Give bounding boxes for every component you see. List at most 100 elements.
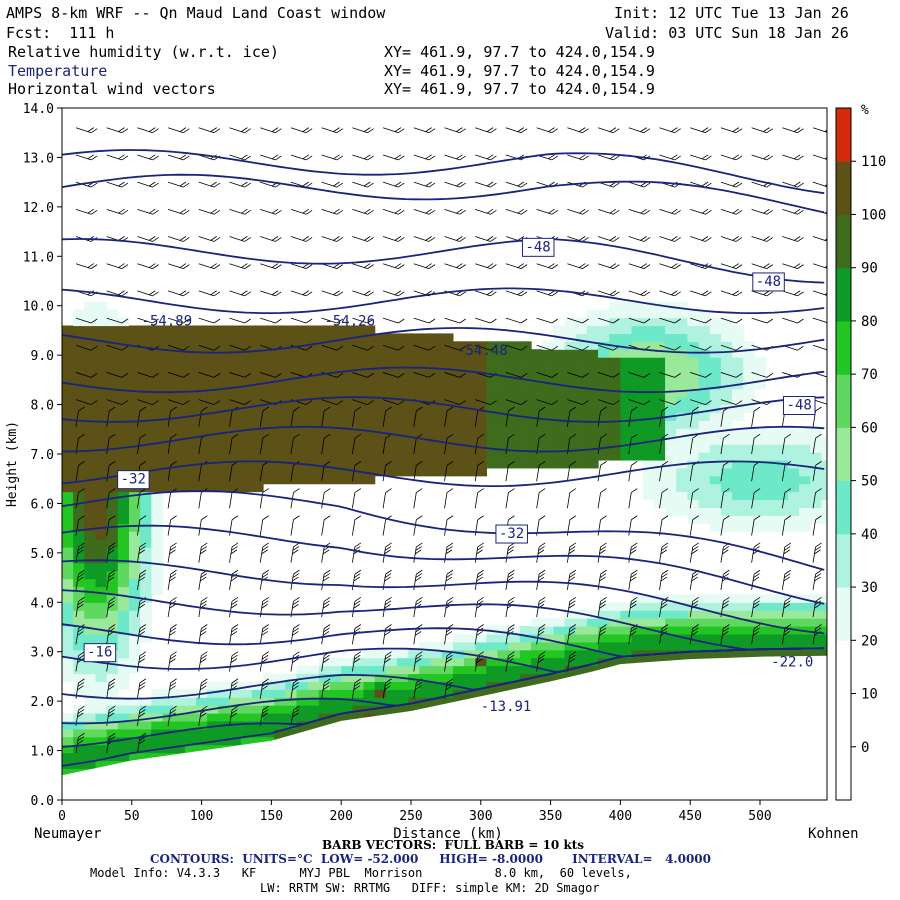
wind-barb-feather xyxy=(170,515,177,521)
wind-barb-feather xyxy=(520,128,528,134)
rh-cell xyxy=(776,602,789,611)
rh-cell xyxy=(564,420,577,429)
rh-cell xyxy=(229,325,242,334)
rh-cell xyxy=(151,452,164,461)
rh-cell xyxy=(709,341,722,350)
rh-cell xyxy=(330,459,342,469)
rh-cell xyxy=(330,357,342,366)
wind-barb-feather xyxy=(643,237,651,242)
rh-cell xyxy=(464,452,476,461)
rh-cell xyxy=(497,673,510,682)
rh-cell xyxy=(464,380,476,390)
colorbar-tick-label: 20 xyxy=(861,633,878,649)
rh-cell xyxy=(117,736,130,746)
rh-cell xyxy=(620,602,633,611)
rh-cell xyxy=(84,744,97,754)
wind-barb-feather xyxy=(384,658,391,663)
rh-cell xyxy=(765,459,778,469)
rh-cell xyxy=(162,349,175,358)
wind-barb-feather xyxy=(551,264,559,269)
wind-barb-staff xyxy=(628,263,645,270)
rh-cell xyxy=(810,618,823,627)
wind-barb xyxy=(536,542,546,563)
wind-barb-feather xyxy=(323,678,331,684)
rh-cell xyxy=(765,452,778,461)
wind-barb-feather xyxy=(292,600,300,606)
rh-cell xyxy=(330,396,342,406)
rh-cell xyxy=(285,333,298,342)
rh-cell xyxy=(318,467,331,477)
wind-barb-feather xyxy=(815,569,822,575)
wind-barb-staff xyxy=(505,290,522,297)
rh-cell xyxy=(464,372,476,382)
rh-cell xyxy=(799,499,811,508)
rh-cell xyxy=(129,333,141,342)
rh-cell xyxy=(464,436,476,445)
wind-barb-feather xyxy=(183,182,190,188)
rh-cell xyxy=(787,523,800,532)
colorbar-tick-label: 40 xyxy=(861,527,878,543)
wind-barb-staff xyxy=(75,344,92,351)
rh-cell xyxy=(117,594,130,603)
wind-barb-feather xyxy=(118,127,125,132)
rh-cell xyxy=(95,325,108,334)
wind-barb-feather xyxy=(793,263,801,268)
wind-barb xyxy=(505,596,515,618)
rh-cell xyxy=(497,459,510,469)
rh-cell xyxy=(341,665,353,675)
wind-barb-feather xyxy=(828,401,834,405)
rh-cell xyxy=(240,365,253,374)
rh-cell xyxy=(341,436,353,445)
rh-cell xyxy=(564,444,577,453)
wind-barb-staff xyxy=(751,465,755,482)
wind-barb xyxy=(475,290,497,297)
rh-cell xyxy=(553,372,566,382)
wind-barb-feather xyxy=(631,433,638,439)
rh-cell xyxy=(196,475,208,485)
rh-cell xyxy=(318,372,331,382)
wind-barb-feather xyxy=(548,181,555,187)
rh-cell xyxy=(184,475,197,485)
rh-cell xyxy=(296,412,309,421)
rh-cell xyxy=(397,452,409,461)
wind-barb xyxy=(106,372,129,378)
rh-cell xyxy=(151,491,164,501)
wind-barb-feather xyxy=(183,128,190,134)
rh-cell xyxy=(106,665,119,675)
rh-cell xyxy=(665,602,677,611)
wind-barb xyxy=(812,127,827,133)
rh-cell xyxy=(218,333,231,342)
rh-cell xyxy=(620,444,633,453)
rh-cell xyxy=(631,436,644,445)
wind-barb xyxy=(413,488,423,509)
wind-barb-feather xyxy=(354,461,362,466)
rh-cell xyxy=(609,618,621,627)
wind-barb-feather xyxy=(674,318,681,324)
wind-barb-feather xyxy=(425,236,432,241)
wind-barb xyxy=(505,542,515,563)
wind-barb-staff xyxy=(352,208,368,215)
rh-cell xyxy=(240,681,253,690)
wind-barb-staff xyxy=(413,181,430,188)
rh-cell xyxy=(486,420,499,429)
rh-cell xyxy=(754,594,767,603)
rh-cell xyxy=(765,602,778,611)
wind-barb xyxy=(259,515,269,536)
rh-cell xyxy=(698,459,711,469)
rh-cell xyxy=(73,357,85,366)
rh-cell xyxy=(464,689,476,698)
wind-barb xyxy=(260,154,282,161)
wind-barb xyxy=(198,236,221,242)
wind-barb xyxy=(536,127,559,134)
rh-cell xyxy=(397,657,409,667)
wind-barb-staff xyxy=(751,263,767,270)
rh-cell xyxy=(430,673,443,682)
rh-cell xyxy=(776,444,789,453)
rh-cell xyxy=(452,649,465,659)
y-tick-label: 11.0 xyxy=(23,250,54,265)
wind-barb-staff xyxy=(475,154,491,161)
wind-barb-feather xyxy=(230,712,238,718)
rh-cell xyxy=(184,428,197,437)
wind-barb-feather xyxy=(231,515,239,521)
rh-cell xyxy=(207,436,219,445)
